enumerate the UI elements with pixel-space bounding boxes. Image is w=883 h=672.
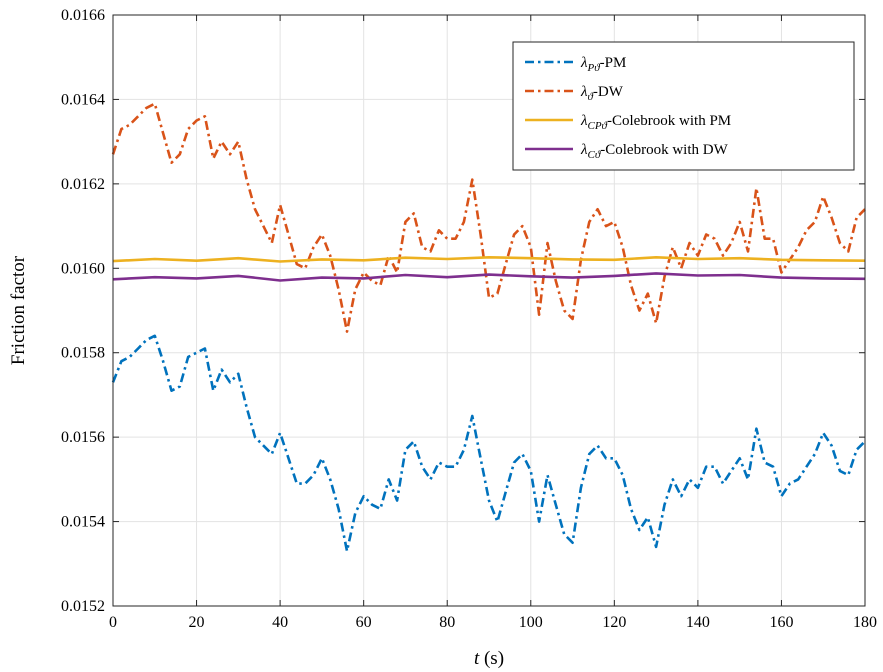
series-line-2 (111, 102, 866, 333)
legend: λPϑ-PM λϑ-DW λCPϑ-Colebrook with PM λCϑ-Col… (512, 41, 855, 171)
y-tick-label: 0.0162 (61, 176, 105, 193)
y-tick-label: 0.0158 (61, 345, 105, 362)
legend-label-4: λCϑ-Colebrook with DW (580, 142, 729, 161)
x-tick-label: 120 (602, 614, 626, 631)
series-line-3 (112, 255, 866, 263)
tick-labels: 0 20 40 60 80 100 120 140 160 180 0.0152 0.0154 0.01… (61, 7, 877, 631)
legend-label-1: λPϑ-PM (580, 55, 626, 74)
y-tick-label: 0.0156 (61, 429, 105, 446)
legend-label-3: λCPϑ-Colebrook with PM (580, 113, 731, 132)
x-tick-label: 160 (769, 614, 793, 631)
y-tick-label: 0.0164 (61, 91, 105, 108)
y-tick-label: 0.0166 (61, 7, 105, 24)
x-tick-label: 180 (853, 614, 877, 631)
x-tick-label: 60 (356, 614, 372, 631)
x-tick-label: 40 (272, 614, 288, 631)
y-axis-title: Friction factor (8, 255, 29, 365)
y-tick-label: 0.0154 (61, 514, 105, 531)
y-tick-label: 0.0160 (61, 260, 105, 277)
plot-frame (112, 14, 866, 607)
series-lines (111, 102, 866, 553)
series-line-4 (112, 272, 866, 282)
x-tick-label: 20 (189, 614, 205, 631)
legend-label-2: λϑ-DW (580, 84, 624, 103)
x-axis-title: t (s) (474, 648, 504, 669)
tick-marks (112, 14, 866, 607)
series-line-1 (111, 334, 866, 553)
x-tick-label: 0 (109, 614, 117, 631)
x-axis-title-unit: (s) (479, 648, 504, 669)
x-axis-title-variable: t (474, 648, 480, 669)
x-tick-label: 140 (686, 614, 710, 631)
y-tick-label: 0.0152 (61, 598, 105, 615)
x-tick-label: 80 (439, 614, 455, 631)
x-tick-label: 100 (519, 614, 543, 631)
